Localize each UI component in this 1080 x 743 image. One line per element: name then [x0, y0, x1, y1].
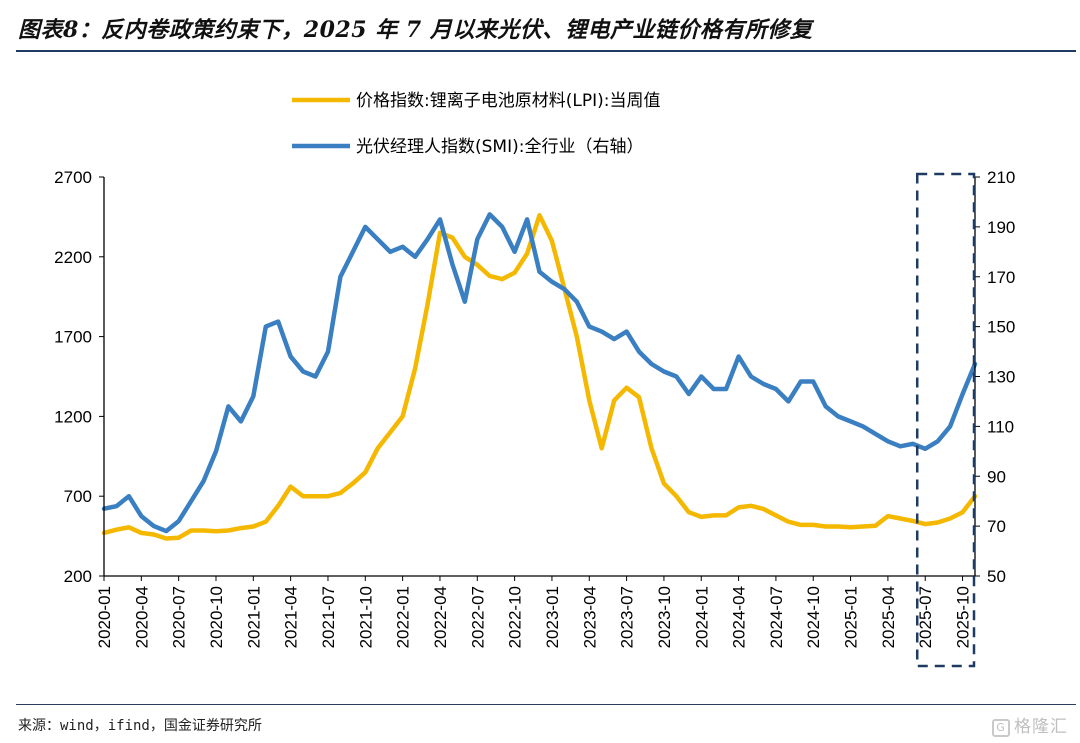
- left-tick-label: 700: [64, 487, 92, 506]
- x-tick-label: 2023-10: [655, 586, 674, 648]
- series-line-lpi: [101, 213, 978, 541]
- watermark-text: 格隆汇: [1014, 717, 1068, 737]
- footer-divider: [16, 704, 1076, 705]
- x-tick-label: 2020-07: [170, 586, 189, 648]
- x-tick-label: 2020-01: [95, 586, 114, 648]
- axes: [103, 177, 976, 577]
- x-tick-label: 2020-04: [132, 586, 151, 648]
- right-tick-label: 130: [987, 368, 1015, 387]
- right-tick-label: 170: [987, 268, 1015, 287]
- left-tick-label: 200: [64, 567, 92, 586]
- series-layer: [101, 212, 978, 541]
- highlight-box: [915, 172, 976, 668]
- x-axis-ticks: 2020-01 2020-04 2020-07 2020-10 2021-01 2021-…: [95, 576, 973, 648]
- x-tick-label: 2024-01: [692, 586, 711, 648]
- x-tick-label: 2021-10: [356, 586, 375, 648]
- line-chart: 价格指数:锂离子电池原材料(LPI):当周值光伏经理人指数(SMI):全行业（右…: [54, 91, 1015, 668]
- x-tick-label: 2020-10: [207, 586, 226, 648]
- x-tick-label: 2025-07: [916, 586, 935, 648]
- right-tick-label: 190: [987, 218, 1015, 237]
- x-tick-label: 2024-07: [767, 586, 786, 648]
- source-note: 来源：wind，ifind，国金证券研究所: [18, 718, 262, 734]
- x-tick-label: 2024-10: [804, 586, 823, 648]
- x-tick-label: 2021-01: [244, 586, 263, 648]
- left-tick-label: 1700: [54, 328, 92, 347]
- page-title: 图表8：反内卷政策约束下，2025 年 7 月以来光伏、锂电产业链价格有所修复: [18, 17, 813, 43]
- left-tick-label: 1200: [54, 407, 92, 426]
- legend-label-smi: 光伏经理人指数(SMI):全行业（右轴）: [356, 137, 643, 157]
- right-tick-label: 90: [987, 467, 1006, 486]
- right-axis-ticks: 50 70 90 110 130 150 170 190 210: [975, 168, 1015, 586]
- series-line-smi: [101, 212, 978, 534]
- title-divider: [16, 50, 1076, 52]
- left-tick-label: 2700: [54, 168, 92, 187]
- x-tick-label: 2024-04: [730, 586, 749, 648]
- right-tick-label: 110: [987, 417, 1014, 436]
- watermark-logo-icon: G: [992, 719, 1010, 737]
- left-tick-label: 2200: [54, 248, 92, 267]
- right-tick-label: 70: [987, 517, 1006, 536]
- left-axis-ticks: 200 700 1200 1700 2200 2700: [54, 168, 104, 586]
- x-tick-label: 2022-01: [394, 586, 413, 648]
- x-tick-label: 2023-04: [580, 586, 599, 648]
- x-tick-label: 2021-07: [319, 586, 338, 648]
- x-tick-label: 2023-01: [543, 586, 562, 648]
- x-tick-label: 2021-04: [282, 586, 301, 648]
- x-tick-label: 2022-10: [506, 586, 525, 648]
- legend-label-lpi: 价格指数:锂离子电池原材料(LPI):当周值: [356, 91, 660, 111]
- right-tick-label: 150: [987, 318, 1015, 337]
- watermark: G 格隆汇: [992, 712, 1068, 737]
- x-tick-label: 2025-01: [842, 586, 861, 648]
- chart-legend: 价格指数:锂离子电池原材料(LPI):当周值光伏经理人指数(SMI):全行业（右…: [292, 91, 660, 157]
- x-tick-label: 2025-04: [879, 586, 898, 648]
- x-tick-label: 2022-07: [468, 586, 487, 648]
- x-tick-label: 2023-07: [618, 586, 637, 648]
- x-tick-label: 2025-10: [954, 586, 973, 648]
- right-tick-label: 50: [987, 567, 1006, 586]
- right-tick-label: 210: [987, 168, 1015, 187]
- x-tick-label: 2022-04: [431, 586, 450, 648]
